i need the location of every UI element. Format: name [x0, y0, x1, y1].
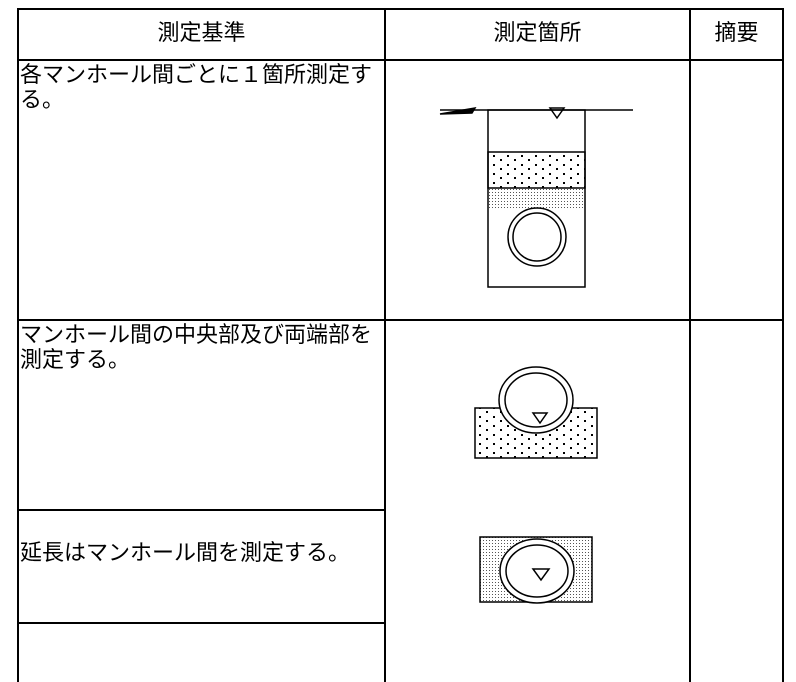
header-cell: 測定基準 — [157, 21, 246, 46]
border — [17, 622, 386, 624]
manhole-diagram — [439, 106, 633, 288]
body-cell: マンホール間の中央部及び両端部を測定する。 — [20, 323, 373, 373]
header-cell: 測定箇所 — [493, 21, 582, 46]
border — [782, 8, 784, 682]
border — [17, 319, 784, 321]
body-cell: 各マンホール間ごとに１箇所測定する。 — [20, 63, 373, 113]
border — [17, 8, 784, 10]
pipe-section-diagram — [479, 536, 593, 604]
border — [17, 8, 19, 682]
pipe-section-diagram — [474, 366, 598, 459]
border — [384, 8, 386, 682]
body-cell: 延長はマンホール間を測定する。 — [20, 541, 351, 566]
border — [17, 59, 784, 61]
border — [17, 509, 386, 511]
border — [689, 8, 691, 682]
header-cell: 摘要 — [714, 21, 759, 46]
